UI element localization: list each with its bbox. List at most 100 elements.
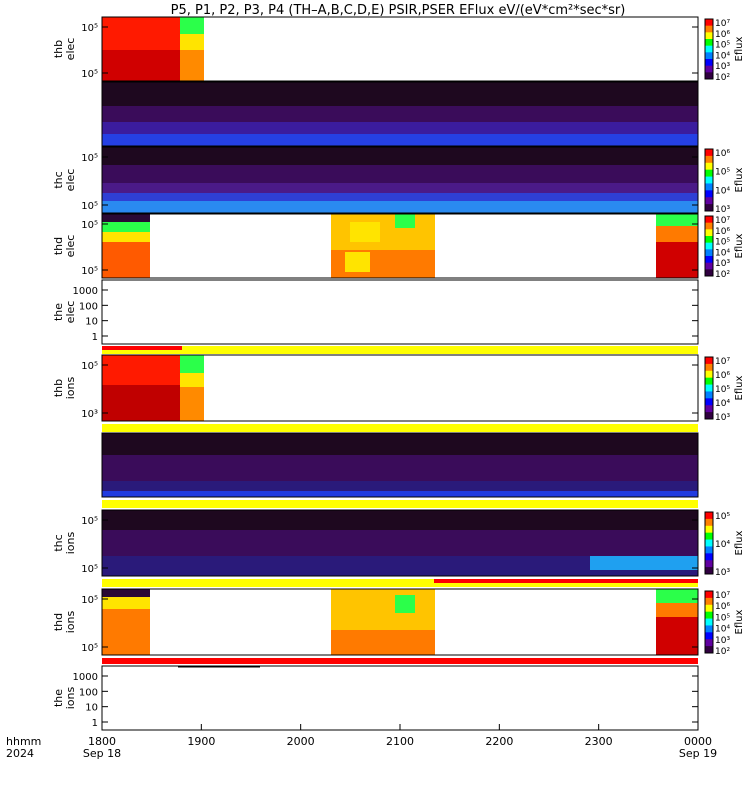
ylabel-0-1: elec	[64, 38, 77, 61]
xtick-label-3: 2100	[386, 735, 414, 748]
ylabel-4-0: thb	[52, 379, 65, 397]
ytick-7-2: 10	[85, 703, 98, 714]
colorbar-frame-0	[704, 18, 714, 80]
colorbar-tick-0-5: 10²	[715, 73, 730, 83]
colorbar-seg-5-0	[705, 512, 713, 520]
time-format-label: hhmm	[6, 735, 41, 748]
ytick-4-1: 10³	[81, 409, 98, 420]
figure-title: P5, P1, P2, P3, P4 (TH–A,B,C,D,E) PSIR,P…	[171, 3, 626, 18]
colorbar-tick-6-1: 10⁶	[715, 602, 730, 612]
flag-bars-4	[102, 579, 698, 587]
panel-thd-elec	[101, 213, 699, 279]
colorbar-seg-5-1	[705, 518, 713, 527]
colorbar-seg-6-7	[705, 639, 713, 647]
colorbar-tick-0-2: 10⁵	[715, 41, 730, 51]
colorbar-seg-1-1	[705, 155, 713, 164]
colorbar-seg-0-2	[705, 32, 713, 40]
ytick-3-2: 10	[85, 317, 98, 328]
colorbar-seg-1-4	[705, 176, 713, 184]
colorbar-seg-2-4	[705, 242, 713, 250]
ytick-0-0: 10⁵	[81, 23, 98, 34]
colorbars: 10⁷10⁶10⁵10⁴10³10²Eflux10⁶10⁵10⁴10³Eflux…	[704, 18, 745, 657]
colorbar-seg-0-4	[705, 45, 713, 53]
colorbar-seg-1-3	[705, 169, 713, 178]
colorbar-label-4: Eflux	[734, 375, 745, 400]
colorbar-label-2: Eflux	[734, 233, 745, 258]
colorbar-seg-2-5	[705, 249, 713, 257]
ytick-6-0: 10⁵	[81, 595, 98, 606]
colorbar-tick-2-2: 10⁵	[715, 238, 730, 248]
colorbar-frame-5	[704, 511, 714, 575]
colorbar-frame-4	[704, 356, 714, 420]
colorbar-seg-5-4	[705, 539, 713, 547]
colorbar-seg-4-4	[705, 384, 713, 392]
colorbar-seg-5-7	[705, 560, 713, 568]
colorbar-seg-6-1	[705, 597, 713, 606]
ylabel-3-1: elec	[64, 301, 77, 324]
colorbar-tick-1-0: 10⁶	[715, 149, 730, 159]
colorbar-tick-6-5: 10²	[715, 647, 730, 657]
colorbar-tick-1-3: 10³	[715, 205, 730, 215]
ytick-7-1: 100	[79, 687, 98, 698]
colorbar-label-5: Eflux	[734, 530, 745, 555]
colorbar-seg-6-8	[705, 646, 713, 654]
ytick-7-0: 1000	[73, 672, 98, 683]
colorbar-seg-0-6	[705, 59, 713, 67]
colorbar-seg-2-1	[705, 222, 713, 230]
ytick-4-0: 10⁵	[81, 361, 98, 372]
ylabel-3-0: the	[52, 303, 65, 321]
colorbar-seg-4-1	[705, 363, 713, 372]
xtick-sublabel-6: Sep 19	[679, 747, 717, 760]
ytick-5-0: 10⁵	[81, 516, 98, 527]
colorbar-seg-0-5	[705, 52, 713, 60]
xtick-sublabel-0: Sep 18	[83, 747, 121, 760]
ytick-0-1: 10⁵	[81, 69, 98, 80]
ylabel-4-1: ions	[64, 376, 77, 399]
colorbar-tick-1-2: 10⁴	[715, 186, 730, 196]
ytick-7-3: 1	[92, 718, 98, 729]
colorbar-seg-0-3	[705, 39, 713, 47]
ytick-5-1: 10⁵	[81, 564, 98, 575]
panel-thc-ions	[101, 509, 699, 577]
colorbar-label-1: Eflux	[734, 167, 745, 192]
colorbar-seg-2-0	[705, 216, 713, 224]
panel-the-ions	[101, 665, 699, 731]
colorbar-tick-5-1: 10⁴	[715, 540, 730, 550]
ytick-1-1: 10⁵	[81, 201, 98, 212]
colorbar-tick-6-4: 10³	[715, 636, 730, 646]
ytick-3-1: 100	[79, 301, 98, 312]
colorbar-seg-5-2	[705, 525, 713, 534]
panel-thc-elec	[101, 146, 699, 214]
colorbar-tick-5-2: 10³	[715, 568, 730, 578]
ylabel-2-1: elec	[64, 235, 77, 258]
flag-bars-3	[102, 500, 698, 508]
ytick-1-0: 10⁵	[81, 153, 98, 164]
colorbar-seg-6-6	[705, 632, 713, 640]
colorbar-seg-0-1	[705, 25, 713, 33]
ylabel-7-1: ions	[64, 686, 77, 709]
panel-thb-ions-2	[101, 432, 699, 498]
colorbar-seg-1-5	[705, 183, 713, 191]
colorbar-seg-2-8	[705, 269, 713, 277]
ylabel-2-0: thd	[52, 237, 65, 255]
colorbar-seg-6-5	[705, 625, 713, 633]
ytick-2-0: 10⁵	[81, 220, 98, 231]
colorbar-frame-6	[704, 590, 714, 654]
xtick-label-1: 1900	[187, 735, 215, 748]
colorbar-tick-0-3: 10⁴	[715, 51, 730, 61]
colorbar-tick-4-0: 10⁷	[715, 357, 730, 367]
colorbar-seg-1-6	[705, 190, 713, 198]
flag-bars-1	[102, 346, 698, 354]
ylabel-7-0: the	[52, 689, 65, 707]
ylabel-6-1: ions	[64, 610, 77, 633]
colorbar-seg-2-6	[705, 256, 713, 264]
colorbar-tick-4-3: 10⁴	[715, 399, 730, 409]
colorbar-tick-0-4: 10³	[715, 62, 730, 72]
colorbar-seg-5-6	[705, 553, 713, 561]
ytick-3-0: 1000	[73, 286, 98, 297]
colorbar-tick-2-5: 10²	[715, 270, 730, 280]
colorbar-seg-6-0	[705, 591, 713, 599]
xtick-label-2: 2000	[287, 735, 315, 748]
